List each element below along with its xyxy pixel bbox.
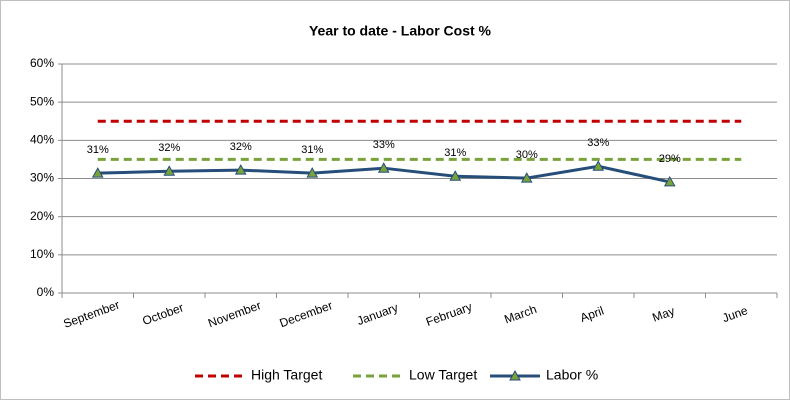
data-label: 31% bbox=[301, 144, 323, 156]
data-label: 31% bbox=[87, 144, 109, 156]
marker bbox=[234, 164, 247, 175]
marker bbox=[163, 165, 176, 176]
marker bbox=[663, 175, 676, 187]
y-tick-label: 50% bbox=[30, 94, 54, 108]
legend-marker bbox=[509, 369, 521, 381]
y-tick-label: 0% bbox=[37, 285, 55, 299]
legend-label: Labor % bbox=[546, 367, 598, 383]
data-label: 31% bbox=[444, 147, 466, 159]
marker bbox=[520, 172, 533, 183]
data-label: 29% bbox=[659, 153, 681, 165]
chart-title: Year to date - Labor Cost % bbox=[309, 23, 492, 39]
data-label: 32% bbox=[230, 141, 252, 153]
data-label: 33% bbox=[587, 137, 609, 149]
legend-label: Low Target bbox=[409, 367, 477, 383]
marker bbox=[306, 167, 319, 178]
y-tick-label: 40% bbox=[30, 133, 54, 147]
y-tick-label: 30% bbox=[30, 171, 54, 185]
data-label: 32% bbox=[158, 142, 180, 154]
y-tick-label: 60% bbox=[30, 56, 54, 70]
data-label: 30% bbox=[516, 149, 538, 161]
marker bbox=[91, 167, 104, 178]
marker bbox=[377, 162, 390, 173]
legend-label: High Target bbox=[251, 367, 322, 383]
y-tick-label: 20% bbox=[30, 209, 54, 223]
marker bbox=[449, 170, 462, 181]
data-label: 33% bbox=[373, 139, 395, 151]
marker bbox=[592, 160, 605, 171]
y-tick-label: 10% bbox=[30, 247, 54, 261]
